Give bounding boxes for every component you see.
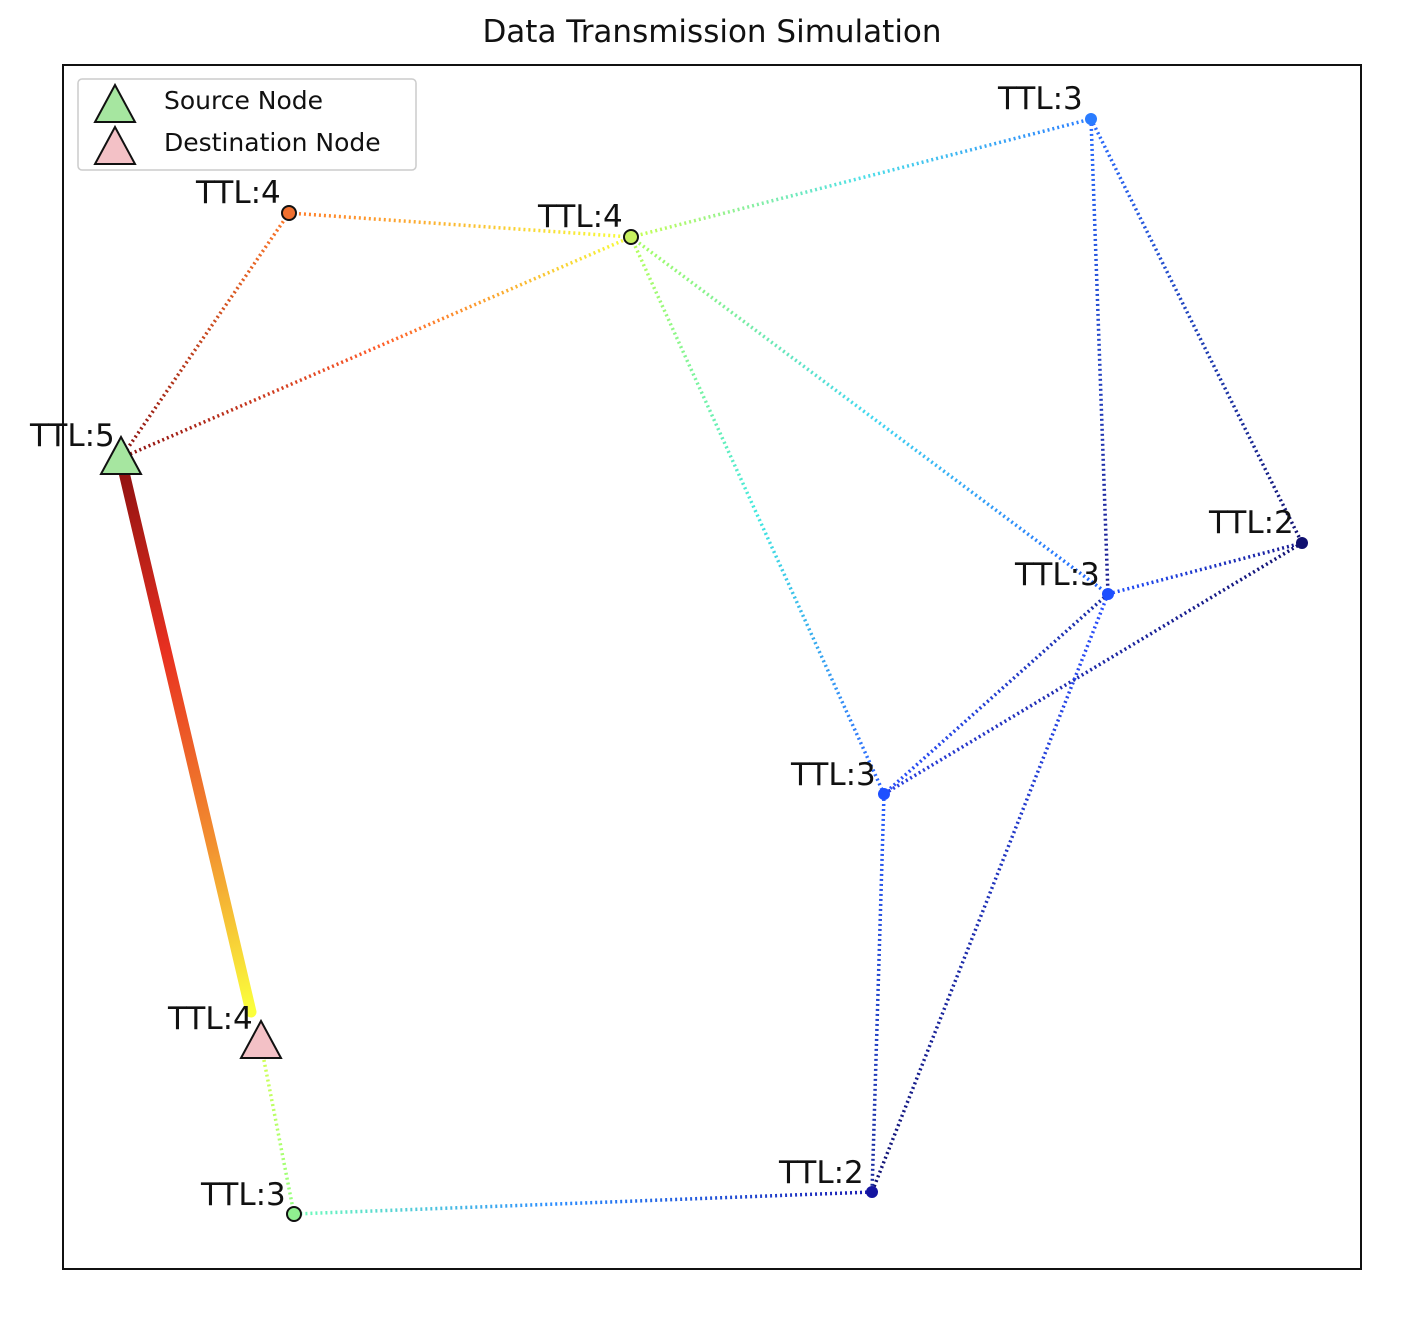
legend-destination-marker — [93, 124, 137, 165]
edges — [117, 117, 1304, 1216]
legend-box — [77, 78, 417, 171]
label-ttl3-mid: TTL:3 — [1014, 557, 1100, 593]
edge-source-to-ttl4-center — [120, 235, 632, 460]
label-ttl4-center: TTL:4 — [537, 199, 623, 235]
edge-ttl3-mid-to-ttl3-low — [882, 592, 1110, 796]
label-ttl2-bottom: TTL:2 — [778, 1155, 864, 1191]
label-ttl5-source: TTL:5 — [29, 418, 115, 454]
node-source-triangle — [99, 434, 143, 475]
node-ttl3-bottom-left — [286, 1206, 302, 1222]
edge-source-to-destination-active — [117, 462, 257, 1018]
legend-destination-label: Destination Node — [164, 128, 381, 157]
node-ttl2-bottom — [866, 1186, 878, 1198]
edge-ttl3-bottom-left-to-destination — [259, 1044, 296, 1215]
edge-ttl3-top-to-ttl3-mid — [1089, 118, 1110, 595]
label-ttl4-upper-left: TTL:4 — [195, 175, 281, 211]
edge-ttl4-center-to-ttl3-top — [630, 117, 1092, 239]
node-ttl2-right — [1296, 537, 1308, 549]
nodes — [99, 113, 1308, 1222]
edge-ttl2-right-to-ttl3-low — [883, 541, 1303, 796]
label-ttl2-right: TTL:2 — [1208, 505, 1294, 541]
edge-ttl3-top-to-ttl2-right — [1089, 118, 1304, 544]
label-ttl3-low: TTL:3 — [790, 757, 876, 793]
node-labels: TTL:5 TTL:4 TTL:4 TTL:3 TTL:2 TTL:3 TTL:… — [29, 81, 1294, 1213]
label-ttl4-destination: TTL:4 — [167, 1001, 253, 1037]
chart-title: Data Transmission Simulation — [482, 14, 942, 50]
legend-source-marker — [93, 82, 137, 123]
edge-ttl3-low-to-ttl2-bottom — [870, 793, 886, 1193]
edge-ttl3-mid-to-ttl2-right — [1107, 541, 1303, 596]
edge-ttl2-bottom-to-ttl3-bottom-left — [293, 1190, 873, 1216]
label-ttl3-bottom-left: TTL:3 — [200, 1177, 286, 1213]
edge-ttl4-upper-left-to-ttl4-center — [288, 211, 632, 239]
node-ttl3-low — [878, 788, 890, 800]
legend-source-label: Source Node — [164, 86, 323, 115]
edge-ttl4-center-to-ttl3-mid — [629, 235, 1110, 596]
label-ttl3-top: TTL:3 — [997, 81, 1083, 117]
node-destination-triangle — [239, 1018, 283, 1059]
node-ttl3-top — [1085, 113, 1097, 125]
node-ttl3-mid — [1102, 588, 1114, 600]
edge-ttl3-mid-to-ttl2-bottom — [870, 593, 1110, 1193]
node-ttl4-upper-left — [281, 205, 297, 221]
edge-ttl4-center-to-ttl3-low — [629, 236, 886, 795]
legend: Source Node Destination Node — [77, 78, 417, 171]
node-ttl4-center — [623, 229, 639, 245]
plot-frame — [62, 64, 1362, 1270]
